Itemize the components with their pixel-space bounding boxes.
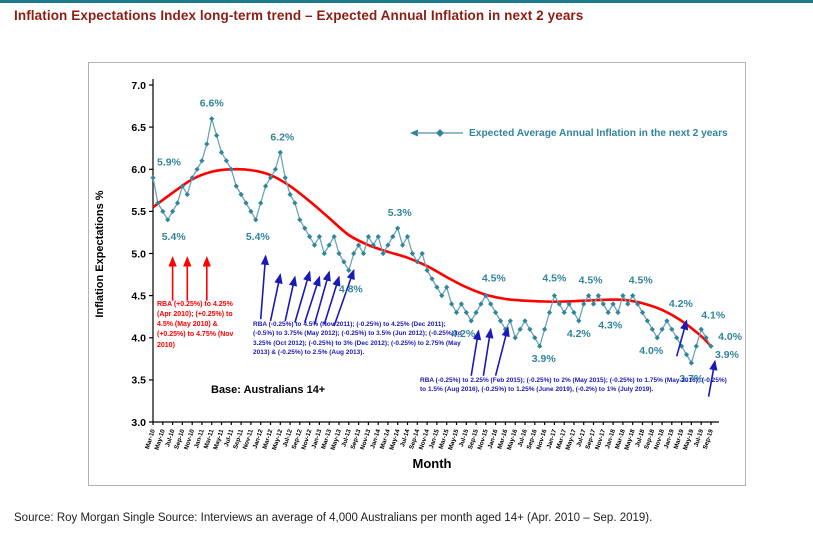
svg-text:3.5: 3.5 (131, 375, 146, 387)
svg-text:3.9%: 3.9% (715, 349, 740, 361)
rba-2011-2013-rate-cuts-annotation: RBA (-0.25%) to 4.5% (Nov 2011); (-0.25%… (253, 321, 462, 357)
svg-text:5.3%: 5.3% (388, 207, 413, 219)
svg-text:3.7%: 3.7% (679, 373, 704, 385)
svg-text:7.0: 7.0 (131, 80, 146, 92)
axes (149, 79, 719, 425)
legend-line-marker (410, 129, 463, 137)
svg-text:6.2%: 6.2% (270, 131, 295, 143)
legend-diamond-icon (436, 129, 444, 137)
svg-text:4.0%: 4.0% (718, 331, 743, 343)
y-axis-title: Inflation Expectations % (94, 190, 106, 317)
svg-text:4.2%: 4.2% (451, 328, 476, 340)
x-axis-title: Month (413, 456, 452, 471)
point-labels: 5.9% 5.4% 6.6% 5.4% 6.2% 4.8% 5.3% 4.2% 4.5% 3.9%… (157, 98, 743, 385)
annotation-arrows (168, 254, 718, 397)
y-tick-labels: 3.0 3.5 4.0 4.5 5.0 5.5 6.0 6.5 7.0 (131, 80, 146, 429)
svg-text:4.0: 4.0 (131, 333, 146, 345)
base-note: Base: Australians 14+ (211, 384, 326, 396)
svg-text:3.0: 3.0 (131, 417, 146, 429)
svg-text:5.5: 5.5 (131, 206, 146, 218)
svg-text:4.5%: 4.5% (542, 273, 567, 285)
svg-text:6.6%: 6.6% (200, 98, 225, 110)
svg-text:4.5%: 4.5% (629, 275, 654, 287)
svg-text:5.0: 5.0 (131, 248, 146, 260)
svg-text:5.4%: 5.4% (162, 231, 187, 243)
top-accent-bar (0, 0, 813, 3)
chart-panel: 3.0 3.5 4.0 4.5 5.0 5.5 6.0 6.5 7.0 Mar-10 May-10 J… (88, 62, 746, 486)
svg-text:6.0: 6.0 (131, 164, 146, 176)
svg-text:4.8%: 4.8% (339, 283, 364, 295)
svg-text:6.5: 6.5 (131, 122, 146, 134)
svg-text:4.5%: 4.5% (579, 275, 604, 287)
svg-text:4.1%: 4.1% (701, 309, 726, 321)
svg-text:5.4%: 5.4% (246, 231, 271, 243)
chart-legend: Expected Average Annual Inflation in the… (409, 127, 728, 139)
svg-text:4.2%: 4.2% (567, 328, 592, 340)
svg-text:5.9%: 5.9% (157, 157, 182, 169)
legend-label: Expected Average Annual Inflation in the… (469, 127, 728, 139)
svg-text:4.0%: 4.0% (639, 345, 664, 357)
svg-text:4.3%: 4.3% (598, 320, 623, 332)
source-note: Source: Roy Morgan Single Source: Interv… (14, 512, 653, 524)
x-tick-labels: Mar-10May-10Jul-10Sep-10Nov-10Jan-11Mar-… (144, 428, 715, 451)
legend-arrowhead (410, 129, 418, 137)
svg-text:4.5: 4.5 (131, 290, 146, 302)
trend-line (152, 167, 712, 348)
rba-2010-rate-rises-annotation: RBA (+0.25%) to 4.25% (Apr 2010); (+0.25… (157, 301, 234, 349)
rba-2015-2019-rate-cuts-annotation: RBA (-0.25%) to 2.25% (Feb 2015); (-0.25… (420, 377, 727, 394)
inflation-expectations-chart: 3.0 3.5 4.0 4.5 5.0 5.5 6.0 6.5 7.0 Mar-10May-10J… (94, 79, 743, 471)
svg-text:4.5%: 4.5% (482, 273, 507, 285)
svg-text:3.9%: 3.9% (532, 353, 557, 365)
svg-text:4.2%: 4.2% (669, 298, 694, 310)
page-title: Inflation Expectations Index long-term t… (14, 8, 584, 23)
